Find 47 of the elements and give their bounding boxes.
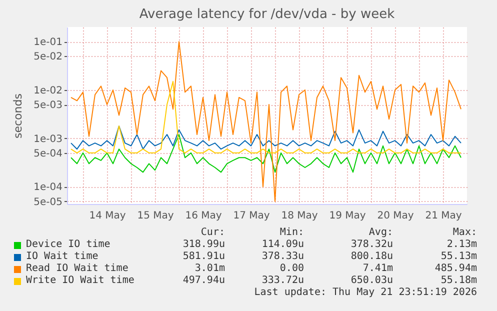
y-axis-title: seconds xyxy=(12,93,25,138)
legend-label: IO Wait time xyxy=(26,251,98,262)
text: 7.41m xyxy=(362,263,393,274)
chart-title: Average latency for /dev/vda - by week xyxy=(139,7,396,22)
line-series xyxy=(70,126,462,150)
text: Min: xyxy=(280,227,304,238)
y-tick-label: 5e-04 xyxy=(34,148,62,160)
x-tick-label: 17 May xyxy=(233,210,270,222)
text: Max: xyxy=(452,227,477,238)
text: 581.91u xyxy=(182,251,225,262)
y-tick-label: 5e-03 xyxy=(34,100,62,112)
x-tick-label: 20 May xyxy=(377,210,414,222)
text: Cur: xyxy=(200,227,225,238)
legend-label: Read IO Wait time xyxy=(26,263,128,274)
legend-label: Device IO time xyxy=(26,239,110,250)
x-tick-label: 18 May xyxy=(281,210,318,222)
line-series xyxy=(70,80,462,154)
text: 55.18m xyxy=(440,275,477,286)
line-series xyxy=(70,134,462,173)
y-tick-label: 5e-02 xyxy=(34,52,62,63)
y-tick-label: 1e-01 xyxy=(34,37,62,48)
legend-label: Write IO Wait time xyxy=(26,275,134,286)
y-tick-label: 1e-03 xyxy=(34,134,62,145)
text: 800.18u xyxy=(350,251,393,262)
text: 55.13m xyxy=(440,251,477,262)
line-series xyxy=(70,41,462,202)
text: 650.03u xyxy=(350,275,393,286)
text: 378.33u xyxy=(262,251,304,262)
x-tick-label: 19 May xyxy=(329,210,366,222)
text: Last update: Thu May 21 23:51:19 2026 xyxy=(254,287,477,298)
x-tick-label: 21 May xyxy=(425,210,462,222)
y-tick-label: 1e-02 xyxy=(34,85,62,96)
y-tick-label: 5e-05 xyxy=(34,196,62,208)
x-tick-label: 14 May xyxy=(89,210,126,222)
x-tick-label: 16 May xyxy=(185,210,222,222)
x-tick-label: 15 May xyxy=(137,210,174,222)
text: 2.13m xyxy=(446,239,477,250)
text: 318.99u xyxy=(182,239,225,250)
text: 497.94u xyxy=(182,275,225,286)
text: 378.32u xyxy=(350,239,393,250)
y-tick-label: 1e-04 xyxy=(34,182,62,194)
text: 333.72u xyxy=(262,275,304,286)
text: 114.09u xyxy=(262,239,304,250)
text: 3.01m xyxy=(194,263,225,274)
text: Avg: xyxy=(368,227,393,238)
text: 485.94m xyxy=(434,263,477,274)
text: 0.00 xyxy=(280,263,304,274)
